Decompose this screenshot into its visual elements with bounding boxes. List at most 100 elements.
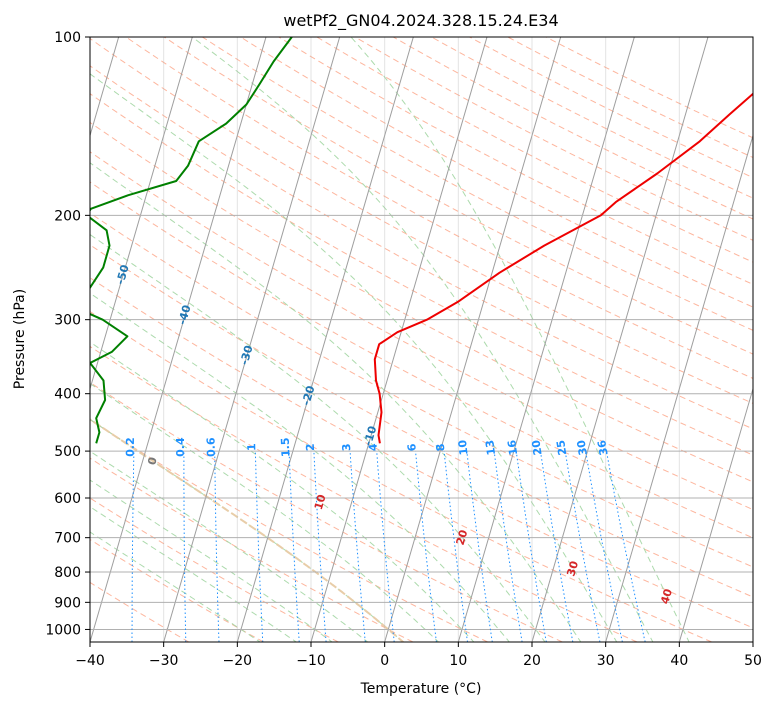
- dry-adiabat-line: [278, 37, 753, 285]
- x-tick-label: 20: [523, 653, 541, 669]
- dry-adiabat-line: [240, 37, 753, 308]
- x-tick-label: 30: [597, 653, 615, 669]
- mixing-ratio-label: 0.4: [174, 437, 187, 457]
- dry-adiabat-line: [469, 37, 753, 179]
- dry-adiabat-line: [202, 37, 753, 331]
- mixing-ratio-label: 13: [483, 439, 498, 456]
- isotherm-line: [605, 133, 753, 642]
- x-axis-label: Temperature (°C): [360, 681, 482, 697]
- dry-adiabat-line: [90, 345, 638, 642]
- temperature-profile-line: [373, 92, 753, 444]
- y-tick-label: 700: [54, 531, 81, 547]
- dry-adiabat-line: [507, 37, 753, 159]
- mixing-ratio-label: 6: [405, 443, 419, 452]
- x-tick-label: 0: [380, 653, 389, 669]
- plot-frame: [89, 36, 754, 643]
- moist-adiabat-label: 30: [564, 559, 581, 578]
- dry-adiabat-line: [90, 212, 753, 568]
- x-tick-label: 10: [449, 653, 467, 669]
- mixing-ratio-label: 4: [366, 443, 380, 452]
- isotherm-line: [310, 37, 488, 642]
- moist-adiabat-line: [350, 37, 690, 642]
- dry-adiabat-line: [545, 37, 753, 139]
- mixing-ratio-label: 10: [456, 439, 471, 456]
- dry-adiabat-line: [90, 65, 753, 430]
- moist-adiabat-line: [90, 450, 369, 642]
- isotherm-line: [163, 37, 341, 642]
- moist-adiabat-label: 0: [145, 455, 160, 466]
- moist-adiabat-line: [90, 341, 475, 642]
- dry-adiabat-line: [90, 419, 488, 642]
- y-tick-label: 1000: [45, 622, 81, 638]
- chart-title: wetPf2_GN04.2024.328.15.24.E34: [283, 11, 558, 31]
- isotherm-line: [90, 37, 193, 391]
- mixing-ratio-line: [349, 451, 366, 642]
- mixing-ratio-label: 0.2: [124, 437, 137, 457]
- mixing-ratio-label: 1.5: [279, 437, 293, 457]
- moist-adiabat-line: [90, 418, 404, 642]
- dry-adiabat-line: [90, 93, 753, 456]
- isotherm-label: -50: [114, 263, 132, 286]
- mixing-ratio-label: 16: [505, 439, 520, 456]
- isotherm-line: [678, 386, 753, 642]
- mixing-ratio-label: 36: [595, 439, 611, 457]
- dry-adiabat-line: [431, 37, 753, 199]
- x-tick-label: −40: [75, 653, 105, 669]
- mixing-ratio-line: [466, 451, 493, 642]
- moist-adiabat-label: 40: [658, 587, 675, 606]
- moist-adiabat-line: [191, 37, 654, 642]
- moist-adiabat-line: [90, 292, 510, 642]
- moist-adiabat-line: [90, 73, 618, 642]
- plot-foreground: −40 −30 −20 −10 0 10 20 30 40 5010020030040050060…: [45, 30, 762, 669]
- isotherm-label: -10: [361, 424, 379, 447]
- moist-adiabat-line: [90, 506, 298, 642]
- dry-adiabat-line: [90, 121, 753, 483]
- mixing-ratio-line: [443, 451, 468, 642]
- moist-adiabat-line: [90, 162, 582, 642]
- y-tick-label: 400: [54, 387, 81, 403]
- dry-adiabat-line: [90, 310, 712, 642]
- mixing-ratio-label: 20: [529, 439, 544, 456]
- dry-adiabat-line: [90, 457, 414, 642]
- plot-background: 0.10.20.40.611.52346810131620253036-100-…: [90, 37, 753, 642]
- isotherm-label: -40: [176, 303, 194, 326]
- mixing-ratio-line: [585, 451, 623, 642]
- dry-adiabat-line: [392, 37, 753, 220]
- isotherm-label: -30: [238, 343, 256, 366]
- dewpoint-profile-line: [90, 37, 293, 444]
- mixing-ratio-line: [415, 451, 437, 642]
- x-tick-label: −10: [296, 653, 326, 669]
- x-tick-label: −30: [149, 653, 179, 669]
- mixing-ratio-line: [376, 451, 395, 642]
- moist-adiabat-line: [90, 479, 333, 642]
- dry-adiabat-line: [316, 37, 753, 263]
- x-tick-label: −20: [223, 653, 253, 669]
- y-tick-label: 600: [54, 491, 81, 507]
- y-tick-label: 900: [54, 595, 81, 611]
- dry-adiabat-line: [90, 37, 753, 404]
- mixing-ratio-line: [605, 451, 646, 642]
- dry-adiabat-line: [354, 37, 753, 241]
- moist-adiabat-label: 10: [312, 493, 329, 512]
- mixing-ratio-label: 30: [574, 439, 589, 457]
- dry-adiabat-line: [90, 538, 264, 642]
- mixing-ratio-label: 1: [245, 443, 258, 451]
- y-tick-label: 200: [54, 208, 81, 224]
- y-tick-label: 800: [54, 565, 81, 581]
- isotherm-line: [457, 37, 635, 642]
- isotherm-line: [384, 37, 562, 642]
- moist-adiabat-label: 20: [454, 528, 471, 547]
- y-tick-label: 300: [54, 313, 81, 329]
- dry-adiabat-line: [125, 37, 753, 379]
- mixing-ratio-label: 2: [304, 443, 317, 451]
- y-tick-label: 500: [54, 444, 81, 460]
- isotherm-line: [531, 37, 709, 642]
- isotherm-line: [236, 37, 414, 642]
- mixing-ratio-line: [564, 451, 601, 642]
- moist-adiabat-line: [90, 382, 440, 642]
- dry-adiabat-line: [90, 277, 753, 629]
- x-tick-label: 40: [670, 653, 688, 669]
